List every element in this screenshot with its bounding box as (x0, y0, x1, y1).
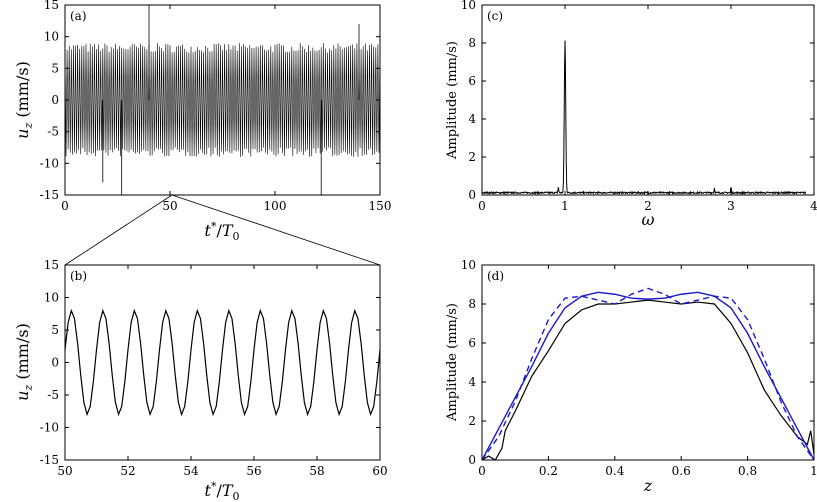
y-tick-label: 0 (468, 188, 476, 202)
y-tick-label: -15 (40, 453, 59, 467)
panel-b-label: (b) (70, 269, 87, 283)
series-uz-zoom-line (64, 308, 381, 417)
y-tick-label: 4 (468, 375, 476, 389)
y-tick-label: 6 (468, 74, 476, 88)
panel-c-xlabel: ω (641, 210, 654, 229)
y-tick-label: 15 (44, 0, 59, 12)
y-tick-label: 6 (468, 336, 476, 350)
x-tick-label: 0.8 (738, 464, 757, 478)
x-tick-label: 0 (478, 199, 486, 213)
panel-a-xlabel: t*/T0 (205, 220, 240, 243)
panel-a-label: (a) (70, 9, 87, 23)
panel-b-ylabel: uz (mm/s) (13, 323, 35, 401)
y-tick-label: -5 (47, 388, 59, 402)
x-tick-label: 56 (246, 464, 261, 478)
y-tick-label: 0 (51, 93, 59, 107)
series-uz-line (64, 43, 381, 157)
panel-c-label: (c) (487, 9, 503, 23)
panel-d-label: (d) (487, 269, 504, 283)
x-tick-label: 1 (561, 199, 569, 213)
panel-b: 50 52 54 56 58 60 -15 -10 -5 0 5 10 15 (b) t*/T0 uz … (13, 258, 388, 502)
y-tick-label: -15 (40, 188, 59, 202)
y-tick-label: -10 (40, 156, 59, 170)
series-spectrum-line (481, 40, 807, 196)
series-model-solid-line (481, 291, 815, 461)
panel-d-ylabel: Amplitude (mm/s) (445, 303, 460, 422)
panel-a-ticks: 0 50 100 150 -15 -10 -5 0 5 10 15 (40, 0, 392, 213)
x-tick-label: 100 (264, 199, 287, 213)
panel-b-frame (64, 264, 381, 461)
x-tick-label: 1 (810, 464, 817, 478)
y-tick-label: 5 (51, 61, 59, 75)
x-tick-label: 60 (372, 464, 387, 478)
x-tick-label: 0 (478, 464, 486, 478)
panel-c: 0 1 2 3 4 0 2 4 6 8 10 (c) ω Amplitude (mm/s) (445, 0, 817, 229)
zoom-connector-right (171, 194, 381, 266)
panel-c-frame (481, 4, 815, 196)
panel-c-ylabel: Amplitude (mm/s) (445, 41, 460, 160)
panel-a-ylabel: uz (mm/s) (13, 61, 35, 139)
y-tick-label: -10 (40, 421, 59, 435)
y-tick-label: 5 (51, 323, 59, 337)
x-tick-label: 0.4 (605, 464, 624, 478)
x-tick-label: 0 (61, 199, 69, 213)
x-tick-label: 4 (810, 199, 817, 213)
panel-c-series (481, 40, 807, 196)
series-measured-line (481, 299, 815, 461)
panel-a-frame (64, 4, 381, 196)
y-tick-label: -5 (47, 125, 59, 139)
x-tick-label: 3 (727, 199, 735, 213)
panel-d-series (481, 287, 815, 461)
x-tick-label: 52 (120, 464, 135, 478)
y-tick-label: 0 (51, 356, 59, 370)
y-tick-label: 8 (468, 297, 476, 311)
series-model-dashed-line (481, 287, 815, 461)
panel-b-ticks: 50 52 54 56 58 60 -15 -10 -5 0 5 10 15 (40, 258, 388, 478)
x-tick-label: 150 (369, 199, 392, 213)
y-tick-label: 10 (44, 291, 59, 305)
panel-a: 0 50 100 150 -15 -10 -5 0 5 10 15 (a) t*/T0 uz (mm… (13, 0, 391, 243)
x-tick-label: 50 (162, 199, 177, 213)
panel-b-series (64, 308, 381, 417)
x-tick-label: 2 (644, 199, 652, 213)
x-tick-label: 58 (309, 464, 324, 478)
panel-d-frame (481, 264, 815, 461)
y-tick-label: 10 (44, 30, 59, 44)
y-tick-label: 2 (468, 150, 476, 164)
y-tick-label: 8 (468, 36, 476, 50)
y-tick-label: 10 (461, 258, 476, 272)
y-tick-label: 15 (44, 258, 59, 272)
x-tick-label: 54 (183, 464, 199, 478)
panel-c-ticks: 0 1 2 3 4 0 2 4 6 8 10 (461, 0, 817, 213)
x-tick-label: 0.2 (539, 464, 558, 478)
panel-a-series (64, 5, 381, 195)
y-tick-label: 10 (461, 0, 476, 12)
y-tick-label: 2 (468, 414, 476, 428)
y-tick-label: 0 (468, 453, 476, 467)
x-tick-label: 50 (57, 464, 72, 478)
panel-d-xlabel: z (643, 476, 653, 495)
panel-b-xlabel: t*/T0 (205, 480, 240, 502)
zoom-connector-left (64, 194, 173, 266)
x-tick-label: 0.6 (672, 464, 691, 478)
y-tick-label: 4 (468, 112, 476, 126)
